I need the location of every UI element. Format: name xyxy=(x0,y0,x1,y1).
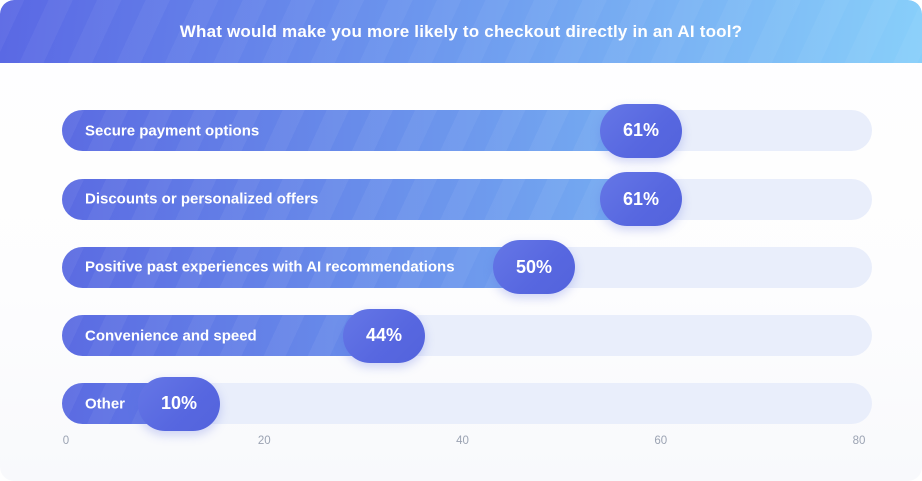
bar-label: Convenience and speed xyxy=(85,327,257,344)
header-band: What would make you more likely to check… xyxy=(0,0,922,63)
bar-row: Discounts or personalized offers 61% xyxy=(62,172,872,226)
bar-label: Other xyxy=(85,395,126,412)
x-axis-tick-label: 40 xyxy=(456,435,469,447)
value-badge: 10% xyxy=(138,376,220,431)
bar-row: Other 10% xyxy=(62,376,872,431)
x-axis-tick-label: 80 xyxy=(852,435,866,447)
bar-fill xyxy=(62,246,554,288)
bar-row: Positive past experiences with AI recomm… xyxy=(62,240,872,294)
value-badge: 44% xyxy=(343,308,425,363)
bar-fill xyxy=(62,178,661,220)
value-badge: 50% xyxy=(493,240,575,294)
bar-chart: Secure payment options 61% Discounts or … xyxy=(62,63,872,481)
bar-row: Secure payment options 61% xyxy=(62,103,872,158)
bar-label: Positive past experiences with AI recomm… xyxy=(85,258,455,276)
x-axis-tick-label: 0 xyxy=(62,435,70,447)
x-axis-tick-label: 20 xyxy=(257,435,271,447)
bar-row: Convenience and speed 44% xyxy=(62,308,872,363)
bar-fill xyxy=(62,110,661,151)
chart-title: What would make you more likely to check… xyxy=(179,21,743,41)
value-badge: 61% xyxy=(600,172,682,226)
bar-label: Secure payment options xyxy=(85,122,260,139)
value-badge: 61% xyxy=(600,103,682,158)
bar-label: Discounts or personalized offers xyxy=(85,190,319,208)
x-axis-tick-label: 60 xyxy=(654,435,668,447)
x-axis: 0 20 40 60 80 xyxy=(62,435,872,451)
